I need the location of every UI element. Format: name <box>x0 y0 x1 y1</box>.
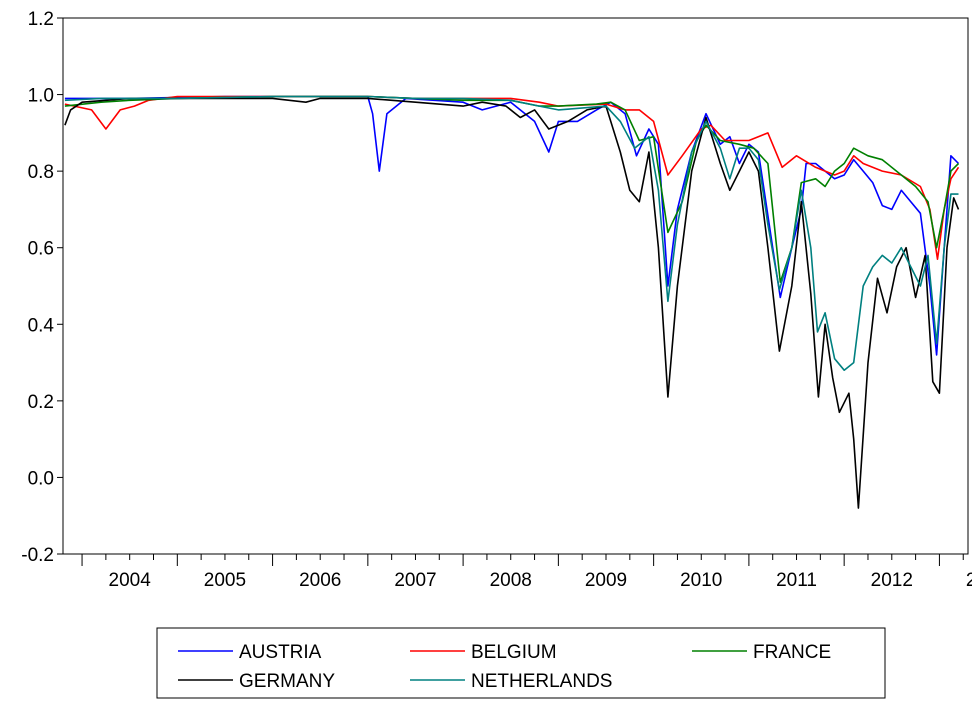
x-tick-label: 2004 <box>109 570 152 591</box>
x-tick-label: 2012 <box>871 570 913 591</box>
series-line-netherlands <box>64 95 959 371</box>
x-tick-label: 2013 <box>966 570 972 591</box>
legend-box <box>156 627 886 699</box>
series-line-austria <box>64 95 960 356</box>
x-tick-label: 2010 <box>680 570 722 591</box>
legend-label-belgium: BELGIUM <box>471 642 557 663</box>
y-tick-label: 1.0 <box>28 86 54 107</box>
y-tick-label: 0.6 <box>28 239 54 260</box>
x-tick-label: 2007 <box>394 570 436 591</box>
x-tick-label: 2009 <box>585 570 627 591</box>
y-tick-label: 0.4 <box>28 315 55 336</box>
x-tick-label: 2006 <box>299 570 341 591</box>
x-tick-label: 2008 <box>490 570 532 591</box>
x-tick-label: 2011 <box>776 570 817 591</box>
series-line-belgium <box>64 95 960 260</box>
legend: AUSTRIA BELGIUM FRANCE GERMANY NETHERLANDS <box>156 627 886 699</box>
y-axis: 1.2 1.0 0.8 0.6 0.4 0.2 0.0 -0.2 <box>21 9 63 566</box>
y-tick-label: -0.2 <box>21 545 54 566</box>
y-tick-label: 0.0 <box>28 468 54 489</box>
x-axis: 2004 2005 2006 2007 2008 2009 2010 2011 2012 2013 <box>81 554 972 591</box>
y-tick-label: 1.2 <box>28 9 54 30</box>
y-tick-label: 0.2 <box>28 392 54 413</box>
legend-label-austria: AUSTRIA <box>239 642 322 663</box>
legend-label-france: FRANCE <box>753 642 831 663</box>
series-line-france <box>64 95 960 283</box>
legend-label-netherlands: NETHERLANDS <box>471 671 612 692</box>
y-tick-label: 0.8 <box>28 162 54 183</box>
legend-label-germany: GERMANY <box>239 671 335 692</box>
plot-area <box>62 17 969 555</box>
series-layer <box>64 95 960 509</box>
series-line-germany <box>64 97 960 509</box>
x-tick-label: 2005 <box>204 570 246 591</box>
